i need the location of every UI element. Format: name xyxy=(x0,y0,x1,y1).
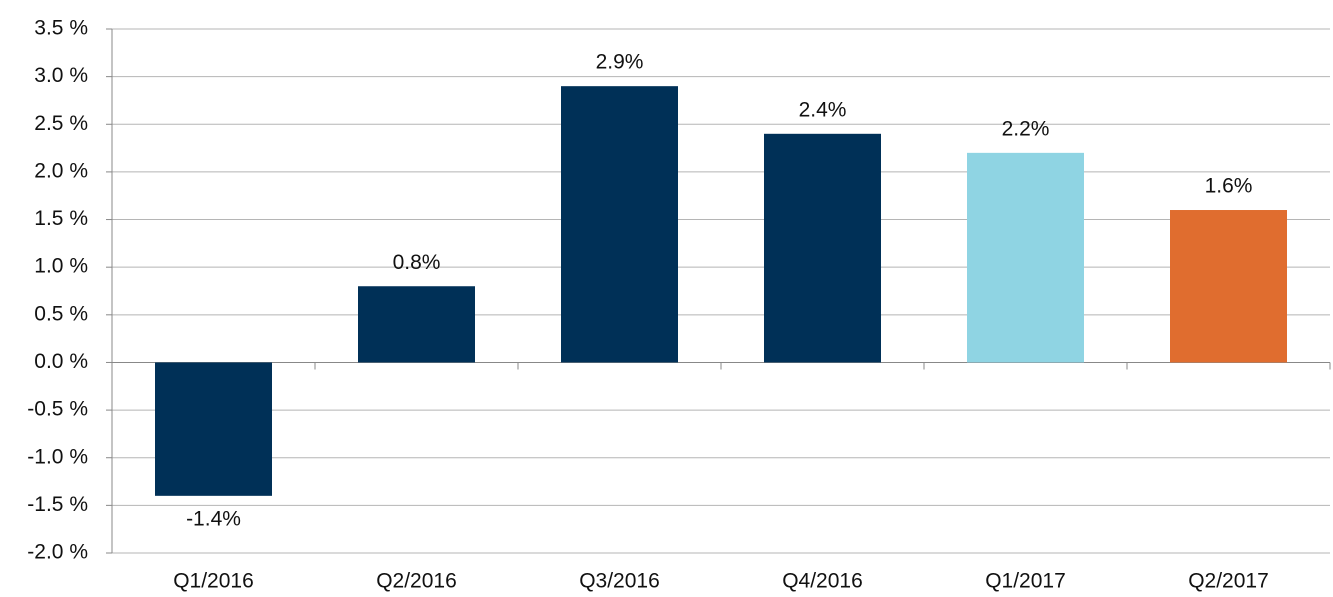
y-tick-label: 1.5 % xyxy=(34,207,88,230)
y-tick-label: 2.5 % xyxy=(34,112,88,135)
y-tick-label: 0.0 % xyxy=(34,350,88,373)
y-tick-label: 3.0 % xyxy=(34,64,88,87)
y-tick-label: 3.5 % xyxy=(34,17,88,40)
y-tick-label: -1.0 % xyxy=(27,445,88,468)
bar xyxy=(358,286,475,363)
x-tick-label: Q2/2017 xyxy=(1188,570,1269,593)
bar xyxy=(155,362,272,496)
y-tick-label: 2.0 % xyxy=(34,159,88,182)
bar xyxy=(764,133,881,363)
bar xyxy=(967,152,1084,363)
y-tick-label: -2.0 % xyxy=(27,541,88,564)
value-label: -1.4% xyxy=(186,507,241,530)
x-tick-label: Q3/2016 xyxy=(579,570,660,593)
value-label: 1.6% xyxy=(1205,175,1253,198)
y-tick-label: 1.0 % xyxy=(34,255,88,278)
x-tick-label: Q4/2016 xyxy=(782,570,863,593)
value-label: 2.9% xyxy=(596,51,644,74)
x-tick-label: Q1/2017 xyxy=(985,570,1066,593)
y-tick-label: 0.5 % xyxy=(34,302,88,325)
bar xyxy=(1170,210,1287,363)
y-tick-label: -1.5 % xyxy=(27,493,88,516)
value-label: 2.4% xyxy=(799,98,847,121)
y-tick-label: -0.5 % xyxy=(27,398,88,421)
bar xyxy=(561,86,678,363)
x-tick-label: Q1/2016 xyxy=(173,570,254,593)
value-label: 2.2% xyxy=(1002,117,1050,140)
value-label: 0.8% xyxy=(393,251,441,274)
x-tick-label: Q2/2016 xyxy=(376,570,457,593)
